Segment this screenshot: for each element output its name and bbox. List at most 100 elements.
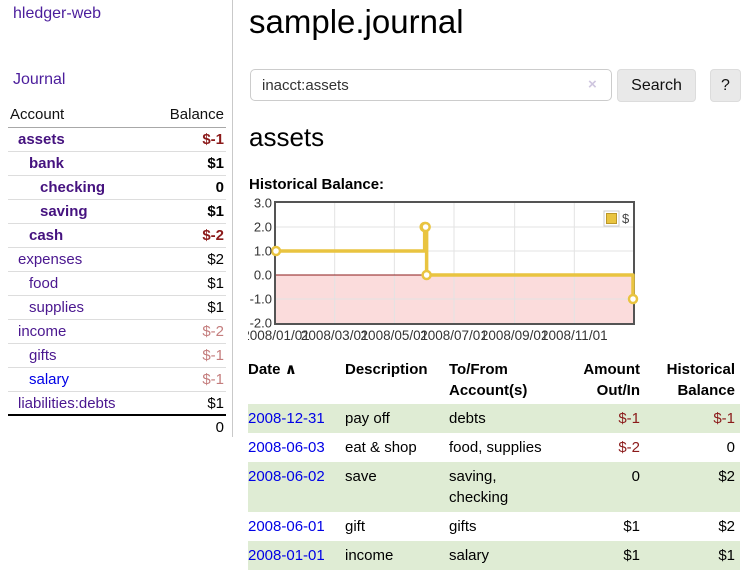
page-title: sample.journal	[249, 3, 464, 40]
account-row: supplies $1	[8, 296, 226, 320]
account-row: saving $1	[8, 200, 226, 224]
svg-text:2008/11/01: 2008/11/01	[541, 328, 608, 343]
svg-text:2008/03/01: 2008/03/01	[301, 328, 369, 343]
accounts-table-header: Account Balance	[8, 103, 226, 128]
balance-column-header: Historical Balance	[666, 361, 735, 399]
transaction-accounts: debts	[449, 410, 486, 427]
chart-title: Historical Balance:	[249, 176, 385, 193]
account-balance: $-1	[202, 131, 224, 148]
transaction-balance: 0	[726, 439, 735, 456]
accounts-table: Account Balance assets $-1 bank $1 check…	[8, 103, 226, 438]
transaction-balance: $-1	[713, 410, 735, 427]
account-balance: $2	[207, 251, 224, 268]
historical-balance-chart: $3.0 2.0 1.0 0.0 -1.0 -2.0 2008/01/01 2008/03/0…	[242, 196, 688, 347]
svg-text:2008/05/01: 2008/05/01	[361, 328, 429, 343]
help-button[interactable]: ?	[710, 69, 741, 102]
transaction-description: eat & shop	[345, 439, 417, 456]
svg-text:-2.0: -2.0	[250, 316, 272, 331]
clear-search-icon[interactable]: ×	[588, 76, 597, 93]
transaction-accounts: saving, checking	[449, 468, 509, 506]
svg-text:2.0: 2.0	[254, 220, 272, 235]
account-link-salary[interactable]: salary	[29, 371, 70, 388]
account-balance: $1	[207, 155, 224, 172]
transaction-date-link[interactable]: 2008-06-03	[248, 439, 325, 456]
account-link-supplies[interactable]: supplies	[29, 299, 85, 316]
accounts-total-row: 0	[8, 416, 226, 438]
app-title-link[interactable]: hledger-web	[13, 5, 102, 22]
sort-ascending-icon: ∧	[284, 361, 297, 378]
transaction-amount: $1	[623, 518, 640, 535]
account-link-cash[interactable]: cash	[29, 227, 64, 244]
transaction-date-link[interactable]: 2008-06-01	[248, 518, 325, 535]
sidebar: hledger-web Journal Account Balance asse…	[0, 0, 233, 437]
account-row: gifts $-1	[8, 344, 226, 368]
transaction-description: pay off	[345, 410, 390, 427]
transaction-row: 2008-06-03 eat & shop food, supplies $-2…	[248, 433, 740, 462]
account-link-income[interactable]: income	[18, 323, 67, 340]
svg-text:-1.0: -1.0	[250, 292, 272, 307]
account-row: liabilities:debts $1	[8, 392, 226, 416]
transaction-description: save	[345, 468, 377, 485]
account-link-food[interactable]: food	[29, 275, 59, 292]
account-link-liabilities-debts[interactable]: liabilities:debts	[18, 394, 116, 412]
transaction-amount: $-2	[618, 439, 640, 456]
account-row: checking 0	[8, 176, 226, 200]
svg-text:$: $	[622, 211, 630, 226]
transaction-accounts: salary	[449, 547, 490, 564]
svg-text:3.0: 3.0	[254, 197, 272, 211]
search-input[interactable]	[250, 69, 612, 101]
svg-text:2008/01/01: 2008/01/01	[248, 328, 310, 343]
transaction-row: 2008-06-02 save saving, checking 0 $2	[248, 462, 740, 512]
sidebar-item-journal[interactable]: Journal	[13, 71, 66, 88]
transaction-balance: $2	[718, 468, 735, 485]
account-row: salary $-1	[8, 368, 226, 392]
transaction-balance: $1	[718, 547, 735, 564]
main-content: sample.journal × Search ? assets Histori…	[242, 0, 742, 582]
account-balance: $1	[207, 203, 224, 220]
balance-column-header: Balance	[169, 106, 224, 123]
transaction-amount: 0	[631, 468, 640, 485]
transaction-balance: $2	[718, 518, 735, 535]
transactions-header-row: Date ∧ Description To/From Account(s) Am…	[248, 357, 740, 404]
transaction-accounts: food, supplies	[449, 439, 542, 456]
account-row: income $-2	[8, 320, 226, 344]
account-link-expenses[interactable]: expenses	[18, 251, 83, 268]
svg-text:2008/09/01: 2008/09/01	[481, 328, 549, 343]
search-form: × Search ?	[248, 69, 742, 102]
transaction-amount: $1	[623, 547, 640, 564]
account-link-gifts[interactable]: gifts	[29, 347, 57, 364]
transaction-date-link[interactable]: 2008-01-01	[248, 547, 325, 564]
account-balance: $1	[207, 275, 224, 292]
transaction-row: 2008-01-01 income salary $1 $1	[248, 541, 740, 570]
account-link-checking[interactable]: checking	[40, 179, 106, 196]
transactions-table: Date ∧ Description To/From Account(s) Am…	[248, 357, 740, 570]
transaction-amount: $-1	[618, 410, 640, 427]
description-column-header: Description	[345, 361, 428, 378]
account-balance: $-2	[202, 227, 224, 244]
search-button[interactable]: Search	[617, 69, 696, 102]
accounts-total-balance: 0	[215, 418, 224, 436]
transaction-date-link[interactable]: 2008-12-31	[248, 410, 325, 427]
account-row: cash $-2	[8, 224, 226, 248]
account-row: bank $1	[8, 152, 226, 176]
account-link-bank[interactable]: bank	[29, 155, 65, 172]
accounts-column-header: To/From Account(s)	[449, 361, 528, 399]
transaction-row: 2008-12-31 pay off debts $-1 $-1	[248, 404, 740, 433]
account-section-title: assets	[249, 122, 325, 152]
account-row: expenses $2	[8, 248, 226, 272]
account-link-saving[interactable]: saving	[40, 203, 88, 220]
account-row: food $1	[8, 272, 226, 296]
account-balance: $-2	[202, 323, 224, 340]
account-balance: $1	[207, 394, 224, 412]
transaction-description: gift	[345, 518, 366, 535]
account-link-assets[interactable]: assets	[18, 131, 65, 148]
transaction-accounts: gifts	[449, 518, 477, 535]
chart-canvas: $3.0 2.0 1.0 0.0 -1.0 -2.02008/01/012008/03/0…	[242, 196, 639, 343]
svg-text:0.0: 0.0	[254, 268, 272, 283]
account-row: assets $-1	[8, 128, 226, 152]
svg-text:1.0: 1.0	[254, 244, 272, 259]
transaction-date-link[interactable]: 2008-06-02	[248, 468, 325, 485]
transaction-description: income	[345, 547, 394, 564]
account-balance: $1	[207, 299, 224, 316]
date-column-header[interactable]: Date ∧	[248, 361, 297, 378]
